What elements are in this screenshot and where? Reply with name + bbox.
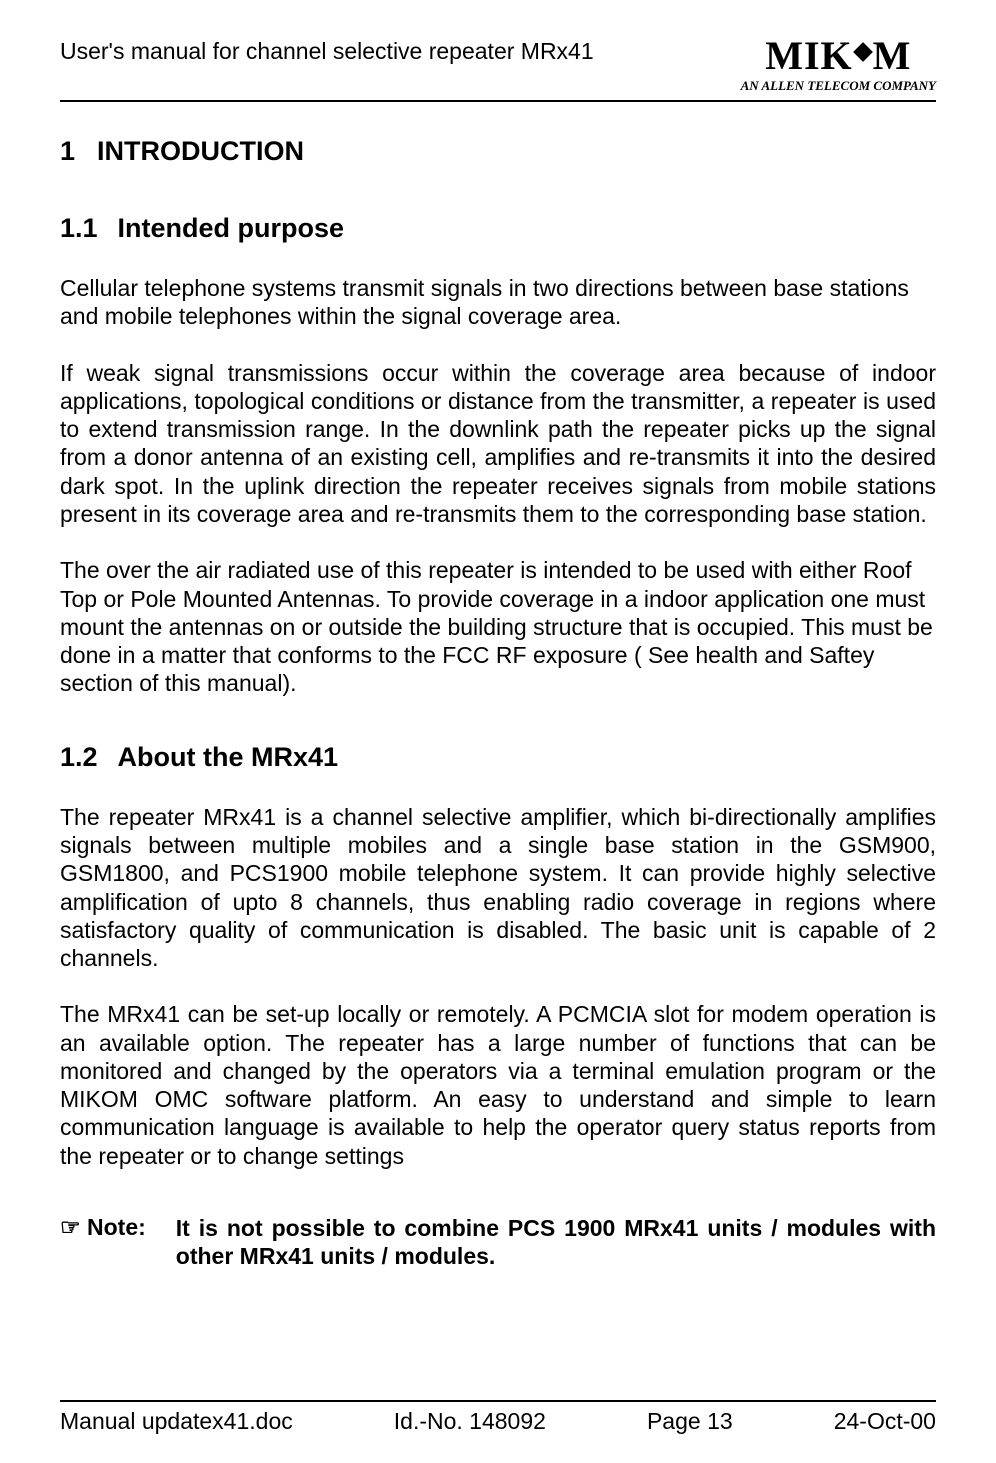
heading-1-title: INTRODUCTION bbox=[97, 136, 304, 167]
page-content: 1 INTRODUCTION 1.1 Intended purpose Cell… bbox=[60, 136, 936, 1392]
heading-1-num: 1 bbox=[60, 136, 75, 167]
heading-1-1-title: Intended purpose bbox=[118, 213, 345, 244]
heading-1-1-num: 1.1 bbox=[60, 213, 98, 244]
heading-1-2-num: 1.2 bbox=[60, 742, 98, 773]
note-label: ☞ Note: bbox=[60, 1214, 146, 1271]
logo-text-left: MIK bbox=[765, 36, 852, 76]
paragraph: If weak signal transmissions occur withi… bbox=[60, 359, 936, 529]
paragraph: The repeater MRx41 is a channel selectiv… bbox=[60, 803, 936, 973]
heading-1: 1 INTRODUCTION bbox=[60, 136, 936, 167]
footer-date: 24-Oct-00 bbox=[834, 1408, 936, 1435]
logo-diamond-icon bbox=[853, 42, 873, 62]
header-divider bbox=[60, 100, 936, 102]
logo: MIK M AN ALLEN TELECOM COMPANY bbox=[741, 36, 936, 94]
heading-1-2-title: About the MRx41 bbox=[118, 742, 339, 773]
heading-1-2: 1.2 About the MRx41 bbox=[60, 742, 936, 773]
page-footer: Manual updatex41.doc Id.-No. 148092 Page… bbox=[60, 1408, 936, 1435]
paragraph: Cellular telephone systems transmit sign… bbox=[60, 274, 936, 331]
footer-id: Id.-No. 148092 bbox=[394, 1408, 546, 1435]
heading-1-1: 1.1 Intended purpose bbox=[60, 213, 936, 244]
paragraph: The MRx41 can be set-up locally or remot… bbox=[60, 1000, 936, 1170]
pointer-icon: ☞ bbox=[60, 1215, 81, 1240]
logo-text-right: M bbox=[873, 36, 912, 76]
note-label-text: Note: bbox=[87, 1214, 146, 1240]
page-header: User's manual for channel selective repe… bbox=[60, 36, 936, 100]
footer-divider bbox=[60, 1400, 936, 1402]
header-title: User's manual for channel selective repe… bbox=[60, 36, 594, 65]
footer-filename: Manual updatex41.doc bbox=[60, 1408, 293, 1435]
logo-subtitle: AN ALLEN TELECOM COMPANY bbox=[741, 78, 936, 94]
paragraph: The over the air radiated use of this re… bbox=[60, 556, 936, 697]
logo-main: MIK M bbox=[765, 36, 911, 76]
footer-page: Page 13 bbox=[647, 1408, 733, 1435]
note-block: ☞ Note: It is not possible to combine PC… bbox=[60, 1214, 936, 1271]
note-body: It is not possible to combine PCS 1900 M… bbox=[176, 1214, 936, 1271]
